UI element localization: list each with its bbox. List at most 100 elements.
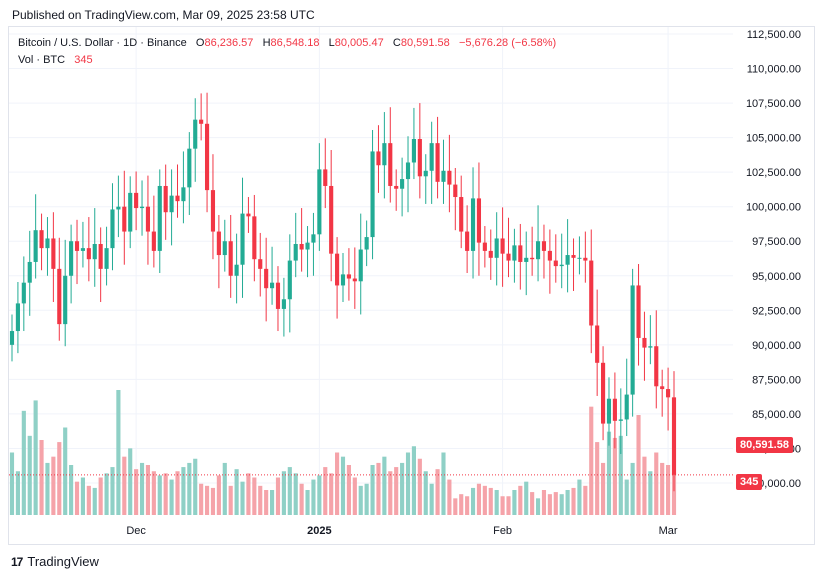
volume-bar: [459, 494, 464, 515]
volume-bar: [660, 462, 665, 515]
candle: [187, 148, 192, 188]
legend-open-label: O: [195, 37, 205, 49]
volume-bar: [364, 483, 369, 515]
volume-bar: [376, 462, 381, 515]
volume-bar: [80, 477, 85, 515]
volume-bar: [435, 469, 440, 515]
volume-bar: [228, 485, 233, 515]
candle: [311, 234, 316, 243]
volume-bar: [411, 446, 416, 515]
volume-bar: [429, 483, 434, 515]
candle: [624, 394, 629, 420]
volume-bar: [104, 473, 109, 515]
volume-bar: [199, 483, 204, 515]
candle: [335, 253, 340, 286]
volume-bar: [340, 456, 346, 515]
volume-bar: [222, 462, 227, 515]
volume-bar: [358, 485, 363, 515]
candle: [193, 119, 198, 149]
volume-bar: [370, 465, 375, 515]
x-tick-label: Mar: [659, 525, 678, 537]
tradingview-brand[interactable]: 17 TradingView: [11, 554, 99, 569]
candle: [92, 243, 97, 260]
candle: [346, 274, 351, 279]
candle: [565, 255, 570, 265]
legend-ohlc-row: Bitcoin / U.S. Dollar · 1D · Binance O86…: [18, 35, 556, 52]
candle: [547, 250, 552, 261]
volume-bar: [541, 490, 547, 515]
candle: [264, 268, 269, 289]
legend-symbol: Bitcoin / U.S. Dollar · 1D · Binance: [18, 37, 187, 49]
volume-bar: [671, 473, 677, 515]
candle: [151, 231, 156, 251]
y-tick-label: 107,500.00: [746, 98, 801, 110]
volume-bar: [589, 406, 594, 515]
legend-change: −5,676.28 (−6.58%): [458, 37, 557, 49]
volume-bar: [193, 458, 198, 515]
legend-volume-row: Vol · BTC 345: [18, 52, 556, 69]
volume-bar: [400, 462, 405, 515]
candle: [287, 260, 292, 300]
candle: [9, 331, 15, 345]
candle: [139, 206, 145, 209]
candle: [417, 138, 422, 177]
candle: [104, 248, 109, 269]
volume-bar: [465, 496, 470, 515]
candle: [583, 257, 588, 261]
y-tick-label: 97,500.00: [752, 236, 801, 248]
candle: [275, 282, 281, 309]
volume-bar: [258, 485, 263, 515]
volume-bar: [571, 487, 576, 515]
volume-bar: [45, 462, 50, 515]
volume-bar: [128, 448, 133, 515]
volume-bar: [299, 483, 304, 515]
last-price-tag: 80,591.58: [736, 437, 793, 453]
volume-bar: [63, 427, 68, 515]
candle: [329, 185, 334, 254]
chart-legend: Bitcoin / U.S. Dollar · 1D · Binance O86…: [18, 35, 556, 69]
tradingview-logo-icon: 17: [11, 554, 23, 569]
volume-bar: [252, 477, 257, 515]
volume-bar: [9, 452, 15, 515]
candle: [39, 230, 44, 249]
candle: [512, 245, 517, 261]
volume-bar: [630, 462, 635, 515]
candle: [370, 151, 375, 238]
candle: [293, 243, 298, 261]
candle: [15, 303, 20, 332]
y-tick-label: 80,000.00: [752, 478, 801, 490]
candle: [577, 257, 582, 259]
candle: [281, 299, 286, 309]
volume-bar: [33, 400, 38, 515]
volume-bar: [553, 492, 558, 515]
volume-bar: [642, 456, 647, 515]
volume-bar: [145, 465, 151, 515]
volume-bar: [122, 456, 127, 515]
volume-bar: [577, 479, 582, 515]
candle: [340, 274, 346, 286]
x-tick-label: Dec: [126, 525, 146, 537]
candle: [210, 190, 216, 232]
legend-open-value: 86,236.57: [204, 37, 254, 49]
candle: [465, 231, 470, 251]
volume-bar: [535, 498, 541, 515]
legend-volume-value: 345: [74, 54, 93, 66]
volume-bar: [69, 465, 74, 515]
volume-bar: [240, 481, 245, 515]
candle: [405, 162, 411, 180]
candle: [252, 216, 257, 260]
volume-bar: [92, 487, 97, 515]
volume-bar: [636, 415, 641, 515]
legend-close-label: C: [392, 37, 401, 49]
y-tick-label: 92,500.00: [752, 305, 801, 317]
candle: [535, 241, 541, 260]
volume-bar: [134, 469, 139, 515]
candle: [636, 285, 641, 338]
candle: [134, 192, 139, 209]
candle: [169, 195, 174, 213]
candle: [612, 398, 617, 421]
candle: [181, 187, 186, 202]
candle: [559, 264, 564, 267]
volume-bar: [270, 490, 275, 515]
